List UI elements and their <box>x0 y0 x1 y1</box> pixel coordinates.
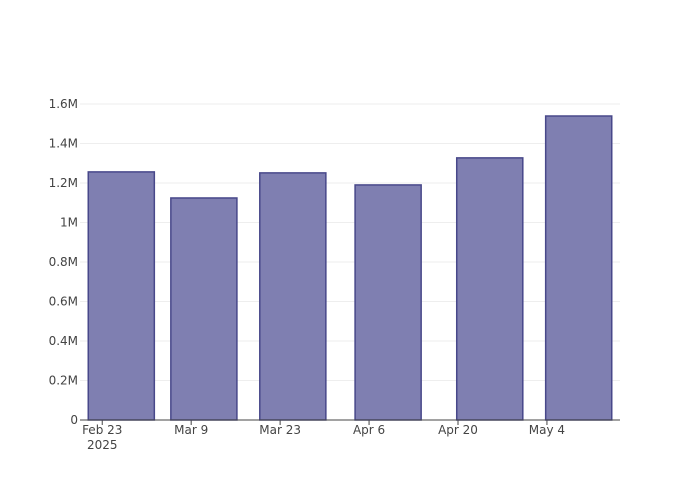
x-tick-label-line: Apr 20 <box>438 423 478 437</box>
y-tick-label: 1.2M <box>49 176 78 190</box>
x-tick-label: Apr 6 <box>353 423 385 437</box>
x-tick-label: May 4 <box>529 423 565 437</box>
y-tick-label: 1.4M <box>49 136 78 150</box>
bar <box>455 157 524 421</box>
y-tick-label: 1.6M <box>49 97 78 111</box>
x-tick-label: Apr 20 <box>438 423 478 437</box>
y-tick-label: 0.6M <box>49 294 78 308</box>
y-tick-label: 1M <box>60 215 78 229</box>
y-tick-label: 0.8M <box>49 255 78 269</box>
x-tick-label-line: Apr 6 <box>353 423 385 437</box>
x-tick-label: Mar 23 <box>259 423 301 437</box>
x-tick-label-line: Mar 9 <box>174 423 208 437</box>
bar <box>354 184 422 421</box>
y-tick-label: 0 <box>70 413 78 427</box>
bar <box>544 115 613 421</box>
bar <box>170 197 238 421</box>
y-tick-label: 0.2M <box>49 373 78 387</box>
x-tick-label-line: 2025 <box>87 438 118 452</box>
x-tick-label: Feb 23 2025 <box>82 423 122 452</box>
x-tick-label-line: Mar 23 <box>259 423 301 437</box>
x-tick-label: Mar 9 <box>174 423 208 437</box>
x-tick-label-line: May 4 <box>529 423 565 437</box>
bar <box>259 172 327 421</box>
bar <box>87 171 156 421</box>
x-tick-label-line: Feb 23 <box>82 423 122 437</box>
y-tick-label: 0.4M <box>49 334 78 348</box>
